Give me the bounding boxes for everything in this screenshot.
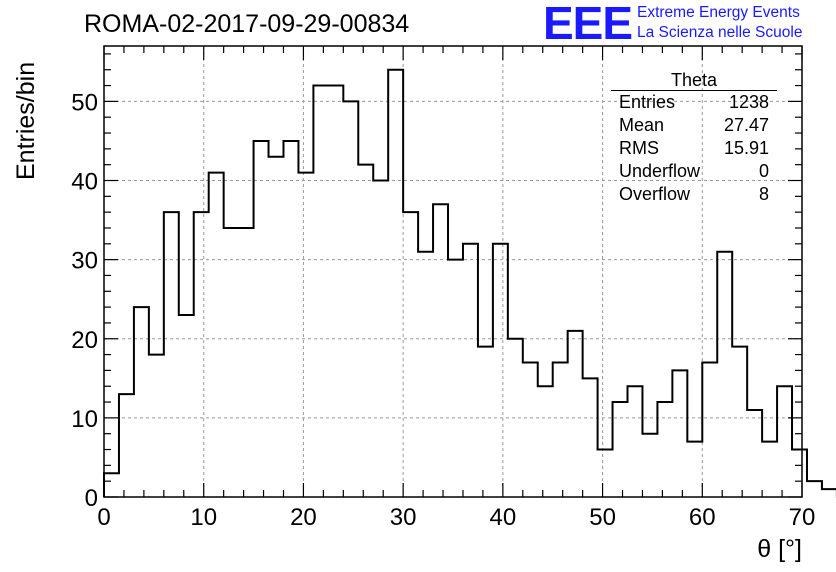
histogram-bin (598, 450, 613, 497)
histogram-bin (642, 434, 657, 497)
histogram-bin (613, 402, 628, 497)
histogram-bin (358, 165, 373, 497)
histogram-bin (269, 157, 284, 497)
stats-row: RMS 15.91 (611, 137, 777, 160)
logo-line-1: Extreme Energy Events (637, 4, 800, 21)
histogram-bin (747, 410, 762, 497)
histogram-bin (283, 141, 298, 497)
y-axis-label: Entries/bin (12, 61, 40, 180)
stats-label: RMS (619, 138, 659, 158)
x-tick-label: 10 (190, 504, 217, 531)
histogram-bin (463, 244, 478, 497)
histogram-bin (538, 386, 553, 497)
stats-label: Overflow (619, 184, 691, 204)
histogram-bin (822, 489, 836, 497)
histogram-bin (119, 394, 134, 497)
histogram-bin (254, 141, 269, 497)
histogram-series (103, 68, 836, 498)
y-tick-label: 50 (71, 89, 98, 116)
stats-title: Theta (611, 70, 777, 91)
x-tick-label: 20 (290, 504, 317, 531)
chart-title: ROMA-02-2017-09-29-00834 (84, 10, 410, 38)
histogram-bin (732, 347, 747, 497)
stats-value: 15.91 (723, 138, 769, 158)
histogram-bin (403, 212, 418, 497)
histogram-bin (672, 370, 687, 497)
histogram-bin (209, 173, 224, 497)
stats-value: 8 (758, 184, 769, 204)
histogram-bin (433, 204, 448, 497)
histogram-bin (702, 362, 717, 497)
plot-frame (103, 45, 803, 498)
y-tick-label: 40 (71, 169, 98, 196)
histogram-bin (553, 362, 568, 497)
histogram-bin (388, 70, 403, 497)
x-tick-label: 30 (390, 504, 417, 531)
histogram-bin (343, 101, 358, 497)
histogram-bin (313, 86, 328, 497)
histogram-bin (568, 331, 583, 497)
histogram-bin (687, 442, 702, 497)
histogram-bin (298, 173, 313, 497)
histogram-bin (373, 181, 388, 497)
histogram-bin (239, 228, 254, 497)
eee-logo: EEE (543, 0, 633, 49)
stats-label: Underflow (619, 161, 701, 181)
histogram-bin (194, 212, 209, 497)
x-tick-label: 0 (97, 504, 110, 531)
stats-row: Underflow 0 (611, 160, 777, 183)
histogram-bin (807, 481, 822, 497)
histogram-bin (762, 442, 777, 497)
logo-line-2: La Scienza nelle Scuole (637, 24, 803, 41)
tick-labels: 0 10 20 30 40 50 60 70 0 10 20 30 40 50 (71, 89, 815, 531)
histogram-line (103, 68, 836, 498)
stats-row: Entries 1238 (611, 91, 777, 114)
stats-row: Mean 27.47 (611, 114, 777, 137)
y-tick-label: 0 (85, 485, 98, 512)
histogram-bin (792, 450, 807, 497)
histogram-bin (523, 362, 538, 497)
histogram-bin (493, 244, 508, 497)
histogram-bin (104, 473, 119, 497)
histogram-bin (164, 212, 179, 497)
stats-value: 1238 (728, 92, 769, 112)
histogram-bin (628, 386, 643, 497)
histogram-bin (224, 228, 239, 497)
histogram-bin (149, 355, 164, 497)
stats-label: Entries (619, 92, 676, 112)
stats-row: Overflow 8 (611, 183, 777, 206)
histogram-bin (657, 402, 672, 497)
histogram-bin (448, 260, 463, 497)
x-tick-label: 70 (789, 504, 816, 531)
histogram-bin (478, 347, 493, 497)
x-axis-label: θ [°] (757, 535, 802, 563)
histogram-bin (418, 252, 433, 497)
histogram-bin (328, 86, 343, 497)
stats-box: Theta Entries 1238 Mean 27.47 RMS 15.91 … (611, 70, 777, 206)
stats-value: 27.47 (723, 115, 769, 135)
axis-ticks (103, 46, 803, 498)
histogram-bin (508, 339, 523, 497)
x-tick-label: 40 (490, 504, 517, 531)
stats-value: 0 (758, 161, 769, 181)
histogram-bin (134, 307, 149, 497)
y-tick-label: 30 (71, 248, 98, 275)
x-tick-label: 50 (589, 504, 616, 531)
histogram-bin (179, 315, 194, 497)
y-tick-label: 10 (71, 406, 98, 433)
stats-label: Mean (619, 115, 665, 135)
histogram-bin (583, 378, 598, 497)
histogram-bin (777, 386, 792, 497)
histogram-bin (717, 252, 732, 497)
y-tick-label: 20 (71, 327, 98, 354)
x-tick-label: 60 (689, 504, 716, 531)
